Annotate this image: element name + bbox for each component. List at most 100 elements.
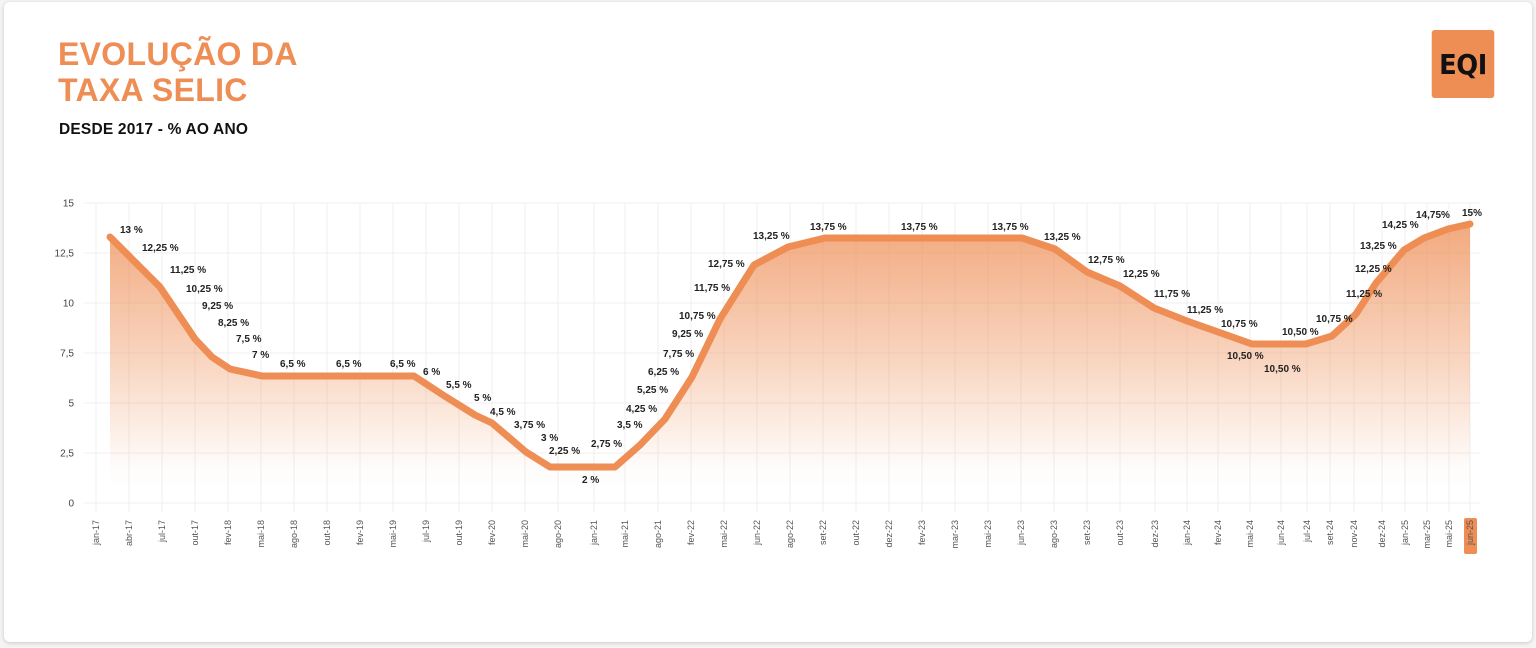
data-label: 13,75 % [810,222,847,233]
x-tick: ago-23 [1049,520,1059,548]
x-tick-label: mai-20 [520,520,530,548]
chart-title: EVOLUÇÃO DA TAXA SELIC [58,36,298,108]
data-label: 3,5 % [617,420,643,431]
x-tick-label: fev-22 [686,520,696,545]
x-tick: jul-24 [1302,520,1312,543]
x-tick: out-22 [851,520,861,546]
data-label: 14,75% [1416,210,1450,221]
data-label: 11,25 % [1187,305,1223,316]
x-tick: dez-24 [1377,520,1387,548]
data-label: 6,5 % [280,359,306,370]
data-label: 2,75 % [591,439,622,450]
data-labels: 13 % 12,25 % 11,25 % 10,25 % 9,25 % 8,25 % 7,5… [120,208,1482,486]
x-tick: mai-22 [719,520,729,548]
x-tick-label: ago-21 [653,520,663,548]
x-tick: jul-19 [421,520,431,543]
x-tick-label: set-22 [818,520,828,545]
x-tick-label: mai-19 [388,520,398,548]
x-tick: out-23 [1115,520,1125,546]
x-tick-label: out-18 [322,520,332,546]
data-label: 8,25 % [218,318,249,329]
x-tick: mai-25 [1444,520,1454,548]
data-label: 13,75 % [992,222,1029,233]
data-label: 10,50 % [1227,351,1264,362]
x-tick: jul-17 [157,520,167,543]
y-tick-label: 0 [68,499,74,510]
x-tick-label: set-23 [1082,520,1092,545]
x-tick: nov-24 [1349,520,1359,548]
x-tick: ago-20 [553,520,563,548]
x-tick-label: dez-24 [1377,520,1387,548]
x-tick-label: out-19 [454,520,464,546]
data-label: 10,25 % [186,284,223,295]
x-tick: jun-24 [1276,520,1286,546]
x-tick-label: mai-24 [1245,520,1255,548]
x-tick: abr-17 [124,520,134,546]
x-tick: jun-22 [752,520,762,546]
x-tick: jun-25 [1464,518,1477,554]
data-label: 10,75 % [679,311,716,322]
x-tick-label: out-17 [190,520,200,546]
x-tick-label: jul-17 [157,520,167,543]
x-tick: ago-21 [653,520,663,548]
data-label: 13 % [120,225,143,236]
x-tick-label: mai-25 [1444,520,1454,548]
x-tick: fev-19 [355,520,365,545]
x-tick: mai-23 [983,520,993,548]
area-fill [110,224,1470,483]
x-tick: ago-18 [289,520,299,548]
x-tick: ago-22 [785,520,795,548]
y-tick-label: 12,5 [55,249,75,260]
data-label: 4,5 % [490,407,516,418]
data-label: 5,25 % [637,385,668,396]
x-tick: set-24 [1325,520,1335,545]
data-label: 11,25 % [170,265,206,276]
x-tick: mai-19 [388,520,398,548]
x-tick-label: jan-24 [1182,520,1192,546]
x-tick: mar-23 [950,520,960,549]
x-tick-label: ago-18 [289,520,299,548]
data-label: 6,25 % [648,367,679,378]
x-tick: out-18 [322,520,332,546]
data-label: 14,25 % [1382,220,1419,231]
data-label: 13,25 % [753,231,790,242]
data-label: 6,5 % [390,359,416,370]
x-tick-label: mai-21 [620,520,630,548]
x-tick-label: jul-24 [1302,520,1312,543]
x-tick: set-23 [1082,520,1092,545]
title-line-1: EVOLUÇÃO DA [58,36,298,72]
x-tick: out-19 [454,520,464,546]
chart-subtitle: DESDE 2017 - % AO ANO [59,121,249,138]
data-label: 11,75 % [1154,289,1190,300]
data-label: 3,75 % [514,420,545,431]
x-tick: jun-23 [1016,520,1026,546]
data-label: 2,25 % [549,446,580,457]
x-tick-label: ago-23 [1049,520,1059,548]
data-label: 4,25 % [626,404,657,415]
data-label: 9,25 % [202,301,233,312]
x-tick: mai-18 [256,520,266,548]
x-tick-label: jul-19 [421,520,431,543]
x-tick-label: mai-18 [256,520,266,548]
x-tick: mai-20 [520,520,530,548]
data-label: 12,25 % [1355,264,1392,275]
x-tick-label: jun-23 [1016,520,1026,546]
x-tick: set-22 [818,520,828,545]
x-tick-label: fev-19 [355,520,365,545]
x-tick-label: dez-23 [1150,520,1160,548]
x-tick-label: out-23 [1115,520,1125,546]
y-tick-label: 5 [68,399,74,410]
y-tick-label: 15 [63,199,75,210]
x-tick: mai-24 [1245,520,1255,548]
x-tick-label: mai-23 [983,520,993,548]
x-tick-label: mar-25 [1422,520,1432,549]
data-label: 9,25 % [672,329,703,340]
data-label: 7,5 % [236,334,262,345]
data-label: 12,75 % [708,259,745,270]
x-tick-label: nov-24 [1349,520,1359,548]
x-tick: mai-21 [620,520,630,548]
x-tick: fev-18 [223,520,233,545]
x-tick-label: fev-20 [487,520,497,545]
x-tick-label: fev-24 [1213,520,1223,545]
x-tick: jan-24 [1182,520,1192,546]
